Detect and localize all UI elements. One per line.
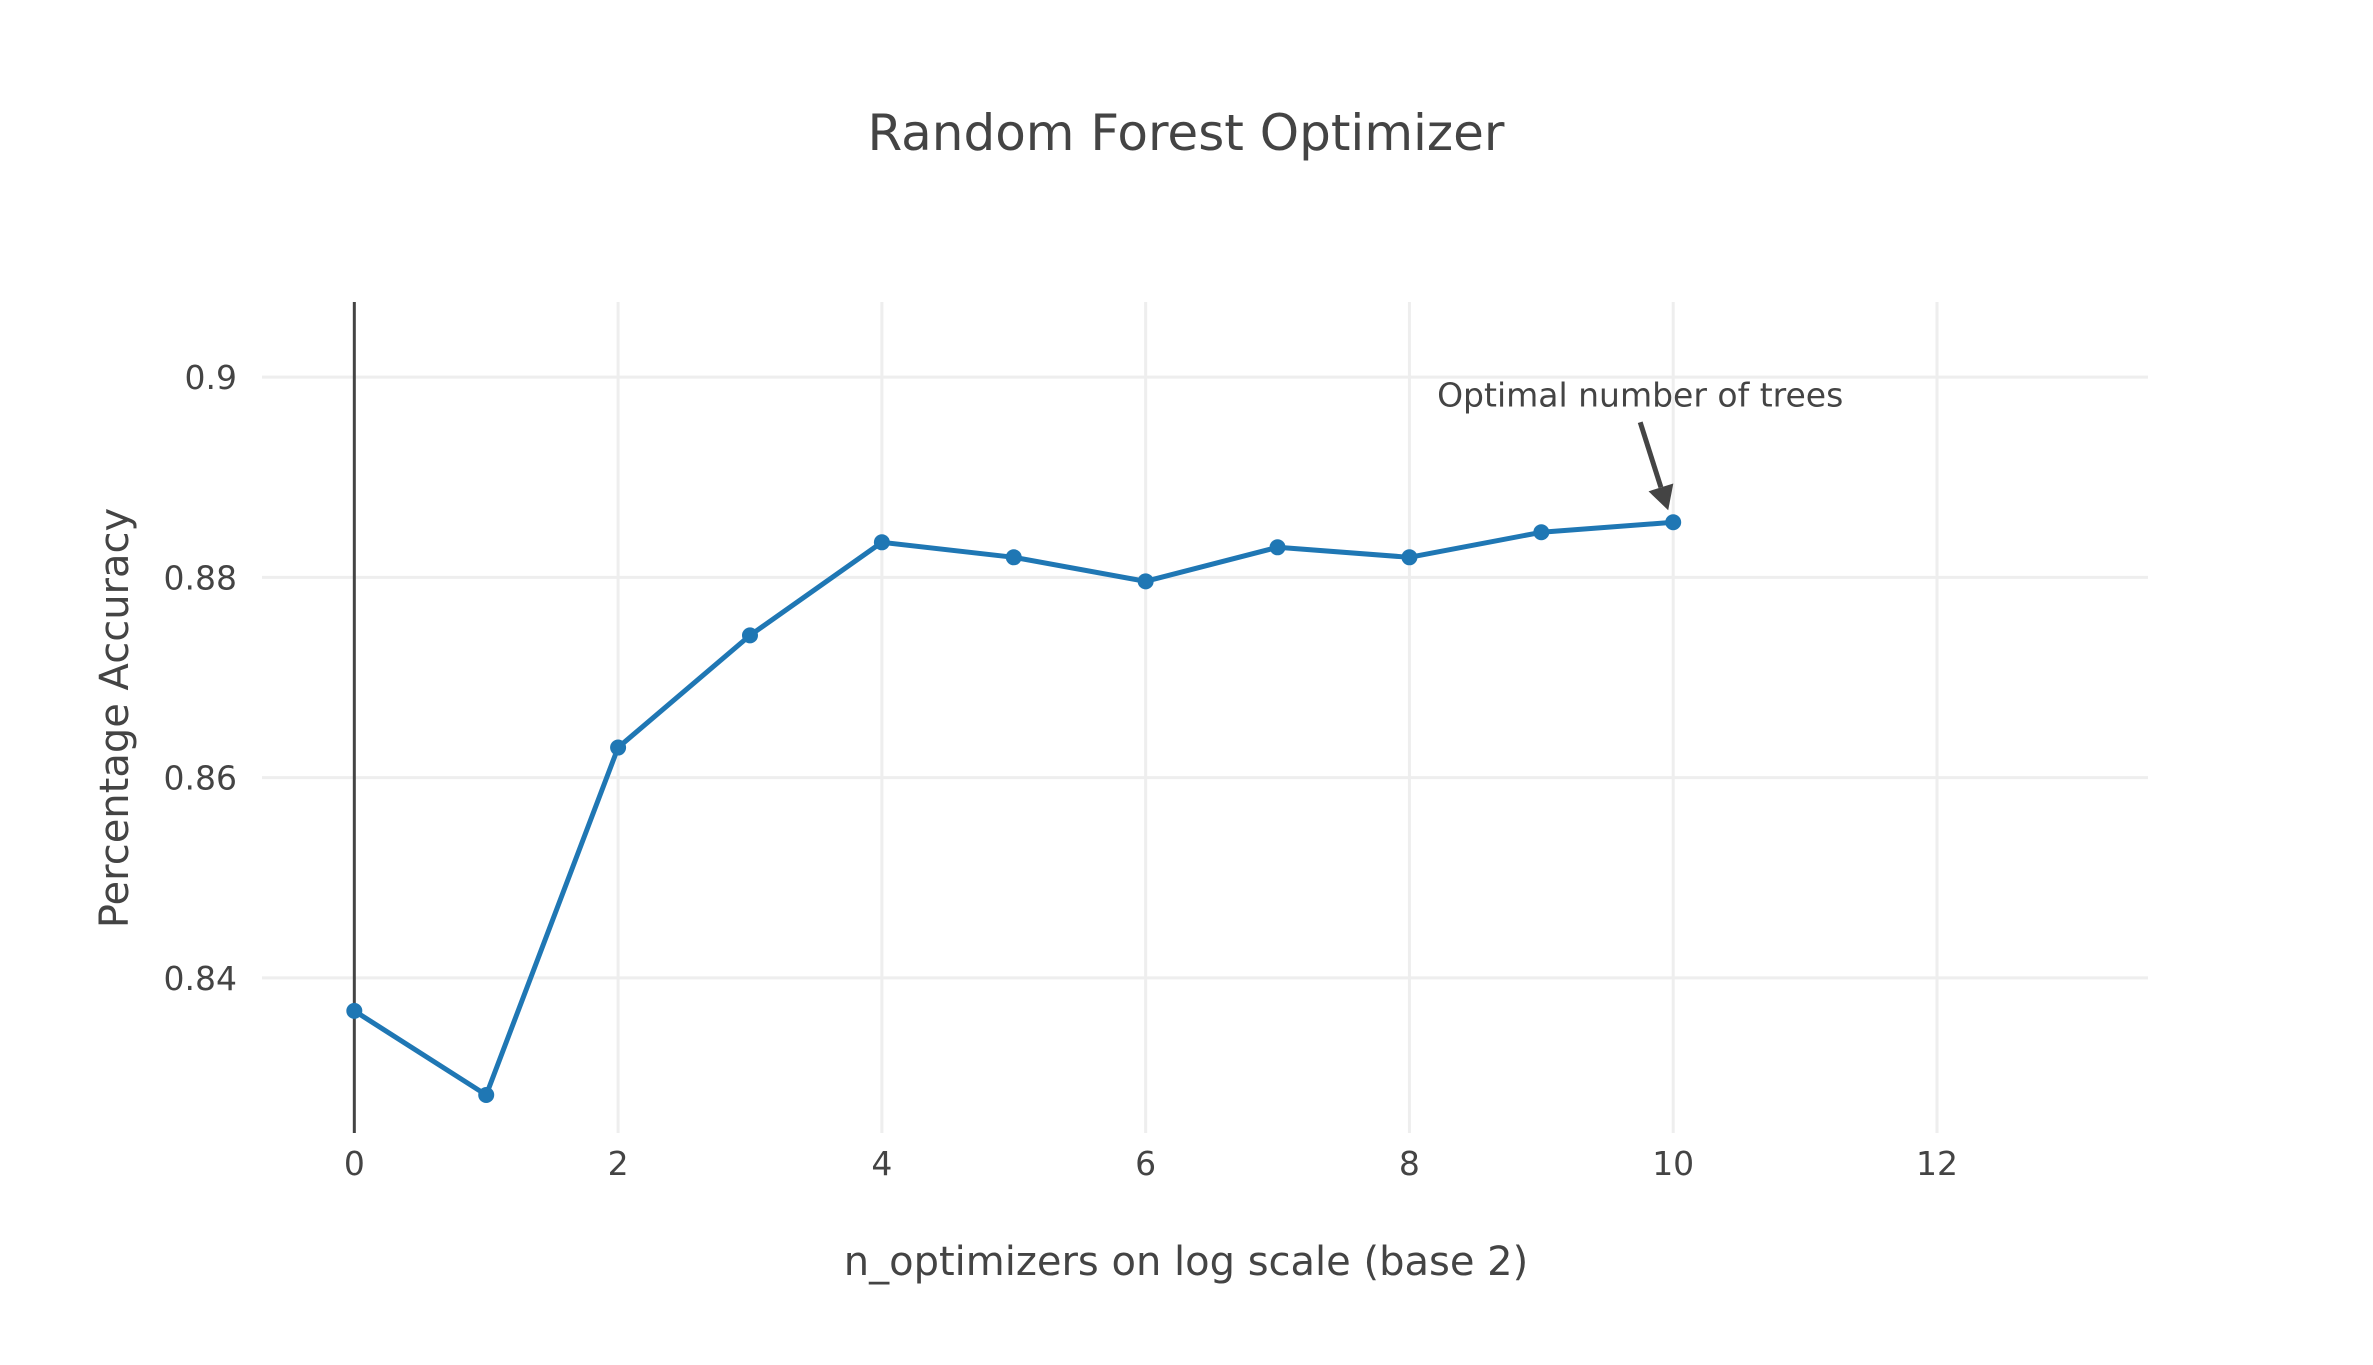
axis-layer: 0 2 4 6 8 10 12 0.84 0.86 0.88 0.9 (164, 302, 1958, 1183)
data-point (1269, 539, 1286, 556)
data-point (1401, 549, 1418, 566)
data-point (610, 739, 627, 756)
x-tick-label: 2 (608, 1144, 629, 1183)
data-point (478, 1086, 495, 1103)
x-tick-label: 8 (1399, 1144, 1420, 1183)
chart-title: Random Forest Optimizer (868, 104, 1505, 162)
data-point (873, 534, 890, 551)
data-point (1665, 514, 1682, 531)
y-tick-label: 0.84 (164, 959, 237, 998)
series-line (351, 519, 1676, 1098)
data-point (1005, 549, 1022, 566)
x-tick-label: 4 (871, 1144, 892, 1183)
x-tick-label: 10 (1652, 1144, 1694, 1183)
annotation-arrow-line (1637, 421, 1664, 489)
data-point (346, 1002, 363, 1019)
annotation-arrow-head (1648, 483, 1674, 511)
x-tick-label: 12 (1916, 1144, 1958, 1183)
y-axis-title: Percentage Accuracy (92, 508, 138, 928)
grid-layer (262, 302, 2148, 1133)
data-point (1137, 573, 1154, 590)
x-axis-title: n_optimizers on log scale (base 2) (844, 1239, 1528, 1285)
y-tick-label: 0.86 (164, 759, 237, 798)
y-tick-label: 0.88 (164, 558, 237, 597)
data-point (1533, 524, 1550, 541)
x-tick-label: 0 (344, 1144, 365, 1183)
x-tick-label: 6 (1135, 1144, 1156, 1183)
annotation-label: Optimal number of trees (1437, 375, 1843, 414)
data-point (741, 627, 758, 644)
y-tick-label: 0.9 (185, 358, 237, 397)
series-layer (346, 514, 1682, 1103)
annotation-layer: Optimal number of trees (1437, 375, 1843, 511)
